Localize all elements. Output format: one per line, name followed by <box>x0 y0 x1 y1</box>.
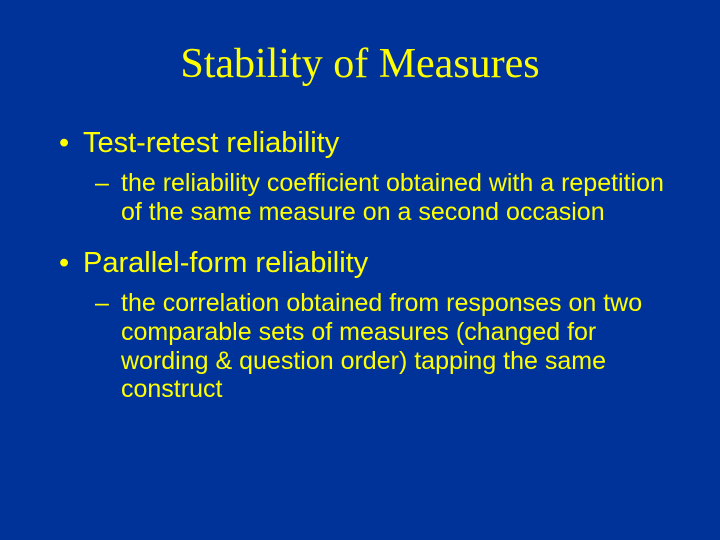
slide-container: Stability of Measures Test-retest reliab… <box>0 0 720 540</box>
bullet-sub-2: the correlation obtained from responses … <box>55 289 665 404</box>
bullet-main-2: Parallel-form reliability <box>55 246 665 281</box>
bullet-list: Test-retest reliability the reliability … <box>55 126 665 404</box>
slide-title: Stability of Measures <box>55 40 665 88</box>
bullet-main-1: Test-retest reliability <box>55 126 665 161</box>
bullet-sub-1: the reliability coefficient obtained wit… <box>55 169 665 227</box>
